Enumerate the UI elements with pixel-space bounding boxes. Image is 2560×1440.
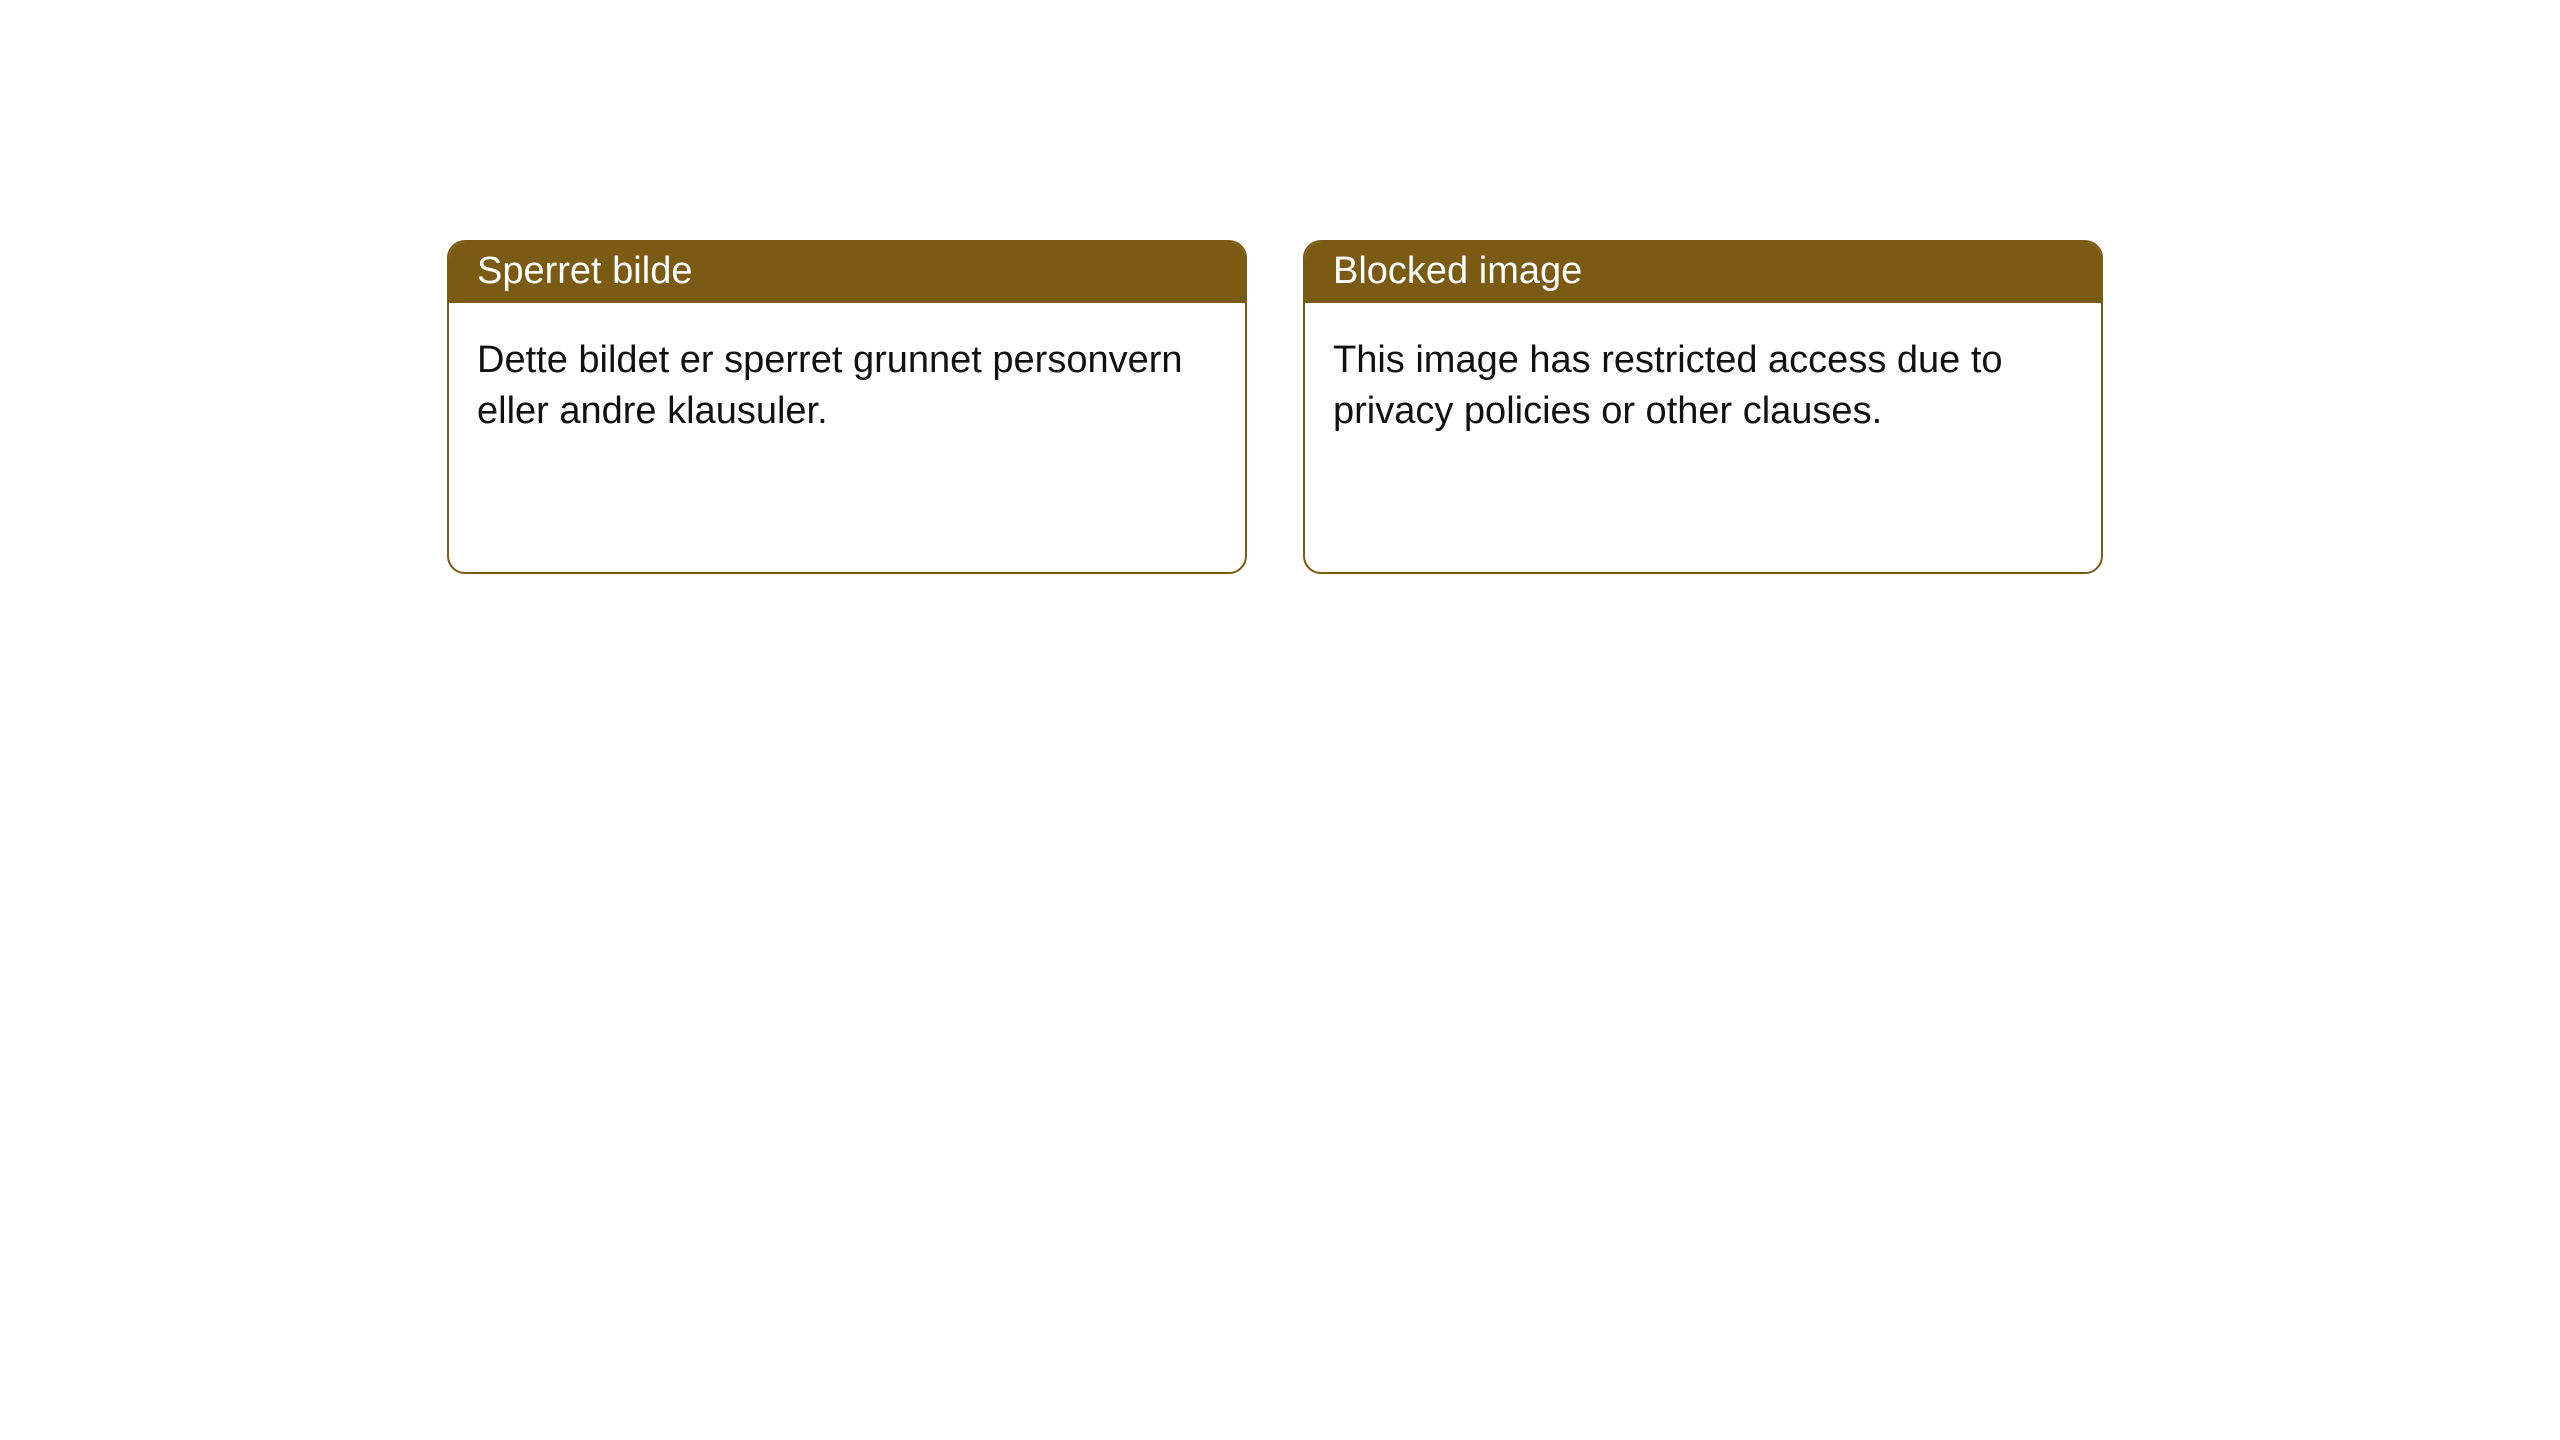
notice-card-body: Dette bildet er sperret grunnet personve… — [449, 303, 1245, 469]
notice-card-title: Sperret bilde — [449, 242, 1245, 303]
notice-card-norwegian: Sperret bilde Dette bildet er sperret gr… — [447, 240, 1247, 574]
notice-container: Sperret bilde Dette bildet er sperret gr… — [0, 0, 2560, 574]
notice-card-title: Blocked image — [1305, 242, 2101, 303]
notice-card-english: Blocked image This image has restricted … — [1303, 240, 2103, 574]
notice-card-body: This image has restricted access due to … — [1305, 303, 2101, 469]
